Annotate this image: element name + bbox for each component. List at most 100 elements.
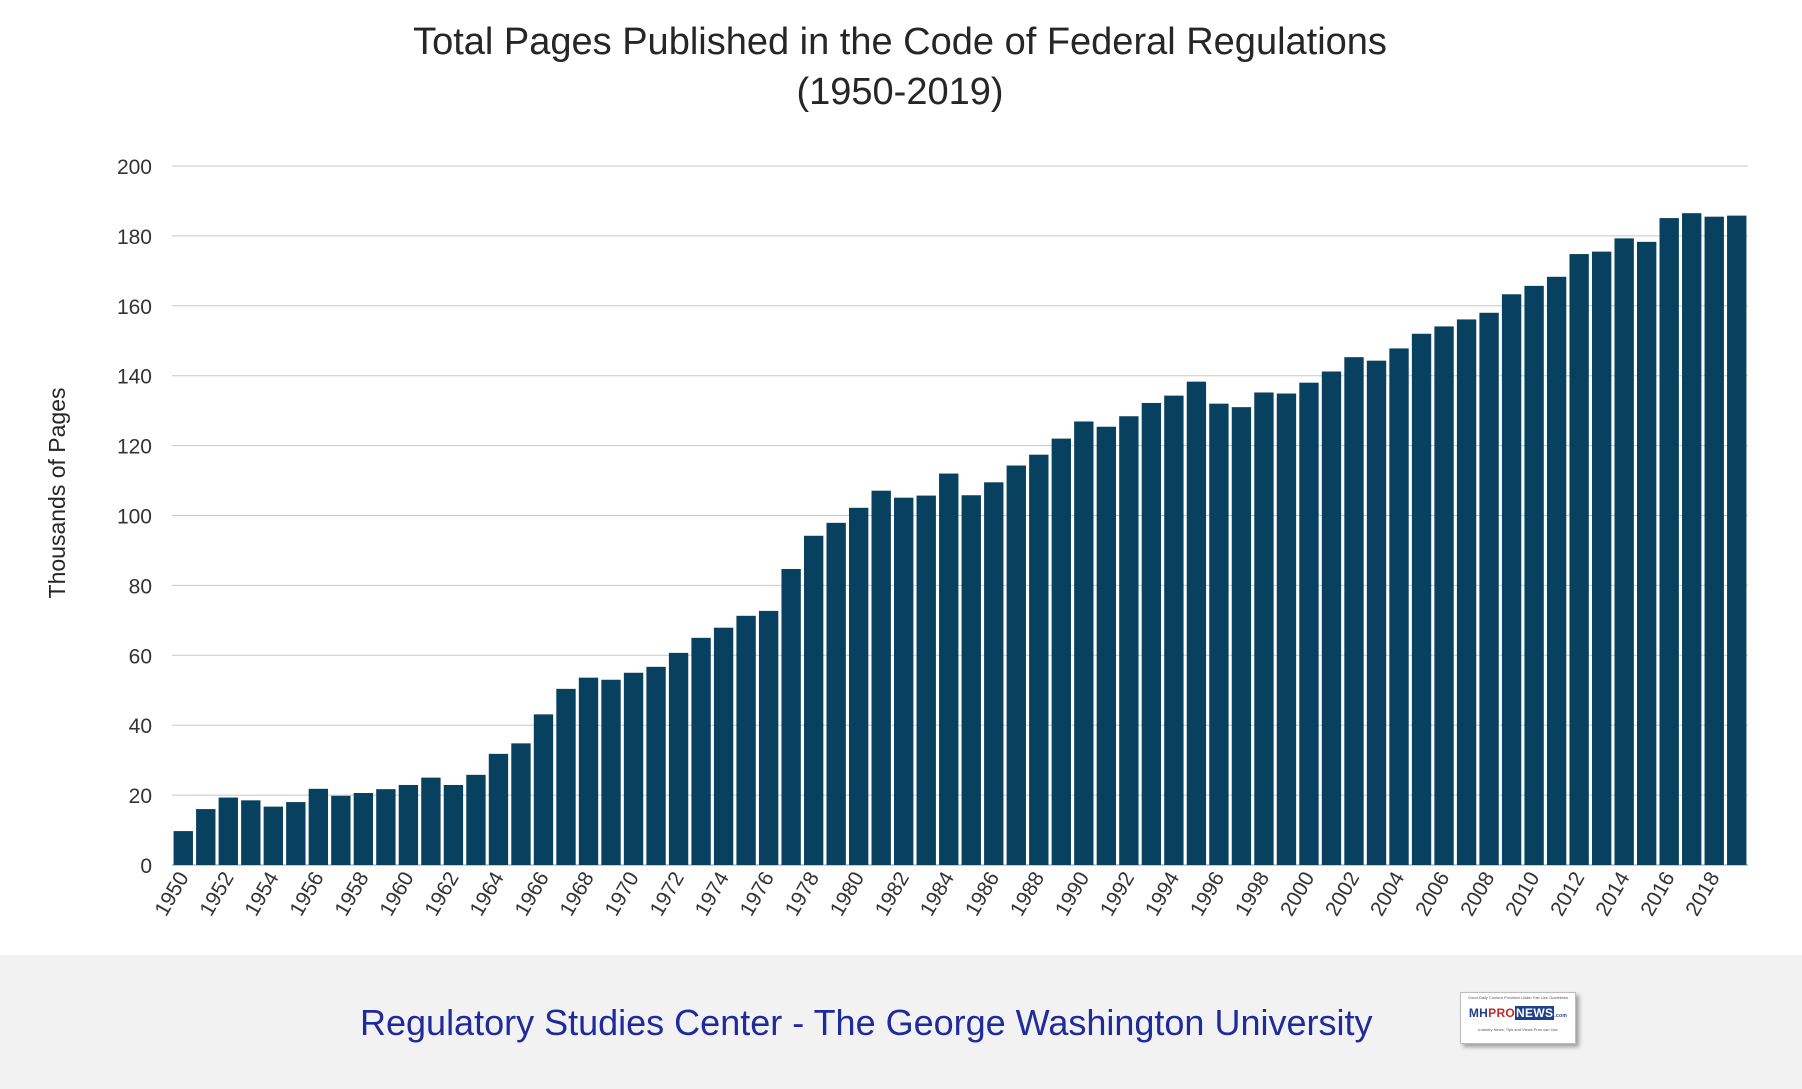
y-tick-label: 140 xyxy=(117,366,152,389)
logo-word-suffix: .com xyxy=(1554,1013,1568,1019)
bar-1998 xyxy=(1254,392,1274,865)
x-tick-label: 1950 xyxy=(150,868,193,920)
bar-2008 xyxy=(1479,312,1499,865)
bar-chart: Total Pages Published in the Code of Fed… xyxy=(44,21,1748,920)
logo-word-mh: MH xyxy=(1468,1006,1489,1020)
bar-1978 xyxy=(803,535,824,865)
y-tick-label: 100 xyxy=(117,506,152,529)
x-tick-label: 2004 xyxy=(1366,868,1409,920)
bar-1985 xyxy=(961,495,981,865)
bar-1996 xyxy=(1209,403,1229,865)
x-tick-label: 2002 xyxy=(1321,868,1364,920)
x-tick-label: 1956 xyxy=(285,868,328,920)
bar-1964 xyxy=(488,753,509,865)
bar-1963 xyxy=(466,774,486,865)
bar-2016 xyxy=(1659,218,1679,865)
x-tick-label: 1962 xyxy=(420,868,463,920)
x-tick-label: 1984 xyxy=(916,868,959,920)
bar-1956 xyxy=(308,788,329,865)
bar-1993 xyxy=(1141,402,1162,865)
bar-2007 xyxy=(1456,319,1477,865)
x-tick-label: 1986 xyxy=(961,868,1004,920)
x-tick-label: 1998 xyxy=(1231,868,1274,920)
x-tick-label: 1954 xyxy=(240,868,283,920)
x-tick-label: 1994 xyxy=(1141,868,1184,920)
x-tick-label: 1982 xyxy=(871,868,914,920)
y-tick-labels: 0 20 40 60 80 100 120 140 160 180 200 xyxy=(117,156,152,878)
x-tick-label: 1972 xyxy=(646,868,689,920)
bar-2018 xyxy=(1704,216,1724,865)
bar-1970 xyxy=(623,672,644,865)
x-tick-label: 1976 xyxy=(736,868,779,920)
bar-1971 xyxy=(646,666,666,865)
x-tick-label: 1992 xyxy=(1096,868,1139,920)
chart-area: Total Pages Published in the Code of Fed… xyxy=(44,21,1748,920)
bar-1997 xyxy=(1231,407,1252,865)
bar-2011 xyxy=(1546,276,1567,865)
x-tick-label: 2016 xyxy=(1636,868,1679,920)
bar-2013 xyxy=(1591,251,1612,865)
bar-2012 xyxy=(1569,254,1589,865)
bar-1976 xyxy=(758,610,779,865)
x-tick-label: 1988 xyxy=(1006,868,1049,920)
x-tick-label: 1970 xyxy=(601,868,644,920)
x-tick-labels: 1950 1952 1954 1956 1958 1960 1962 1964 1966 1968… xyxy=(150,868,1724,920)
y-tick-label: 60 xyxy=(129,645,152,668)
bar-1966 xyxy=(533,714,554,865)
bar-1958 xyxy=(353,793,374,865)
bar-1983 xyxy=(916,495,936,865)
logo-wordmark: MHPRONEWS.com xyxy=(1461,1006,1575,1020)
logo-word-pro: PRO xyxy=(1488,1006,1516,1020)
bar-1991 xyxy=(1096,426,1117,865)
x-tick-label: 1990 xyxy=(1051,868,1094,920)
bar-2009 xyxy=(1501,294,1522,865)
bar-1953 xyxy=(241,800,261,865)
bar-2014 xyxy=(1614,238,1634,866)
bar-1965 xyxy=(511,743,531,865)
bar-2010 xyxy=(1524,285,1544,865)
bar-1961 xyxy=(421,777,441,866)
bar-2005 xyxy=(1411,333,1432,865)
bar-1969 xyxy=(601,679,621,865)
bar-1951 xyxy=(196,809,216,865)
logo-word-news: NEWS xyxy=(1515,1006,1555,1020)
bar-1957 xyxy=(331,795,351,865)
bar-1959 xyxy=(376,789,396,865)
bar-2002 xyxy=(1344,357,1364,865)
bar-1984 xyxy=(939,473,959,865)
x-tick-label: 2014 xyxy=(1591,868,1634,920)
bar-2017 xyxy=(1682,213,1702,865)
x-tick-label: 1958 xyxy=(330,868,373,920)
x-tick-label: 2010 xyxy=(1501,868,1544,920)
source-credit: Regulatory Studies Center - The George W… xyxy=(360,1002,1373,1043)
bar-1981 xyxy=(871,490,891,865)
bar-1973 xyxy=(691,637,711,865)
y-tick-label: 40 xyxy=(129,715,152,738)
x-tick-label: 2008 xyxy=(1456,868,1499,920)
y-tick-label: 180 xyxy=(117,226,152,249)
x-tick-label: 1974 xyxy=(691,868,734,920)
bar-2004 xyxy=(1389,348,1409,865)
bar-1968 xyxy=(578,677,599,865)
bar-1995 xyxy=(1186,381,1207,865)
x-tick-label: 2000 xyxy=(1276,868,1319,920)
bar-1982 xyxy=(894,497,914,865)
bar-1988 xyxy=(1029,454,1049,865)
x-tick-label: 2006 xyxy=(1411,868,1454,920)
x-tick-label: 1996 xyxy=(1186,868,1229,920)
bar-2019 xyxy=(1727,215,1747,865)
y-tick-label: 160 xyxy=(117,296,152,319)
logo-tagline: Good Daily Content Provided Under Fair U… xyxy=(1467,995,1569,1000)
bar-2001 xyxy=(1321,371,1342,865)
bar-2015 xyxy=(1637,241,1657,866)
x-tick-label: 2012 xyxy=(1546,868,1589,920)
bar-1975 xyxy=(736,615,756,865)
y-tick-label: 80 xyxy=(129,575,152,598)
y-axis-label: Thousands of Pages xyxy=(44,388,70,599)
bar-1952 xyxy=(218,797,238,865)
bars xyxy=(173,213,1747,866)
bar-2000 xyxy=(1299,382,1319,865)
y-tick-label: 20 xyxy=(129,785,152,808)
bar-1967 xyxy=(556,688,576,865)
chart-title: Total Pages Published in the Code of Fed… xyxy=(413,21,1387,63)
